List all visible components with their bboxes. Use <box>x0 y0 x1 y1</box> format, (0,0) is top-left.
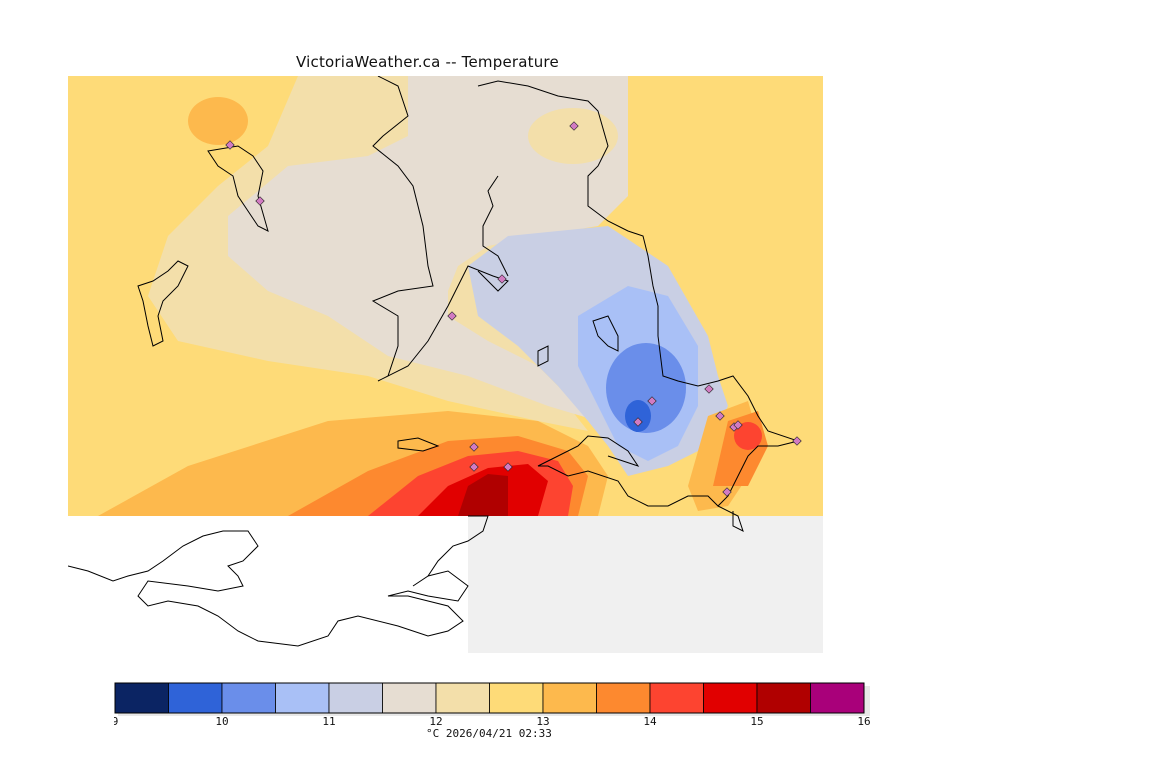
contour-11-5 <box>228 76 628 421</box>
contour-15 <box>458 474 508 516</box>
legend-tick-label: 11 <box>322 715 335 728</box>
coastlines <box>68 76 800 647</box>
legend-bin <box>542 682 597 714</box>
station-marker <box>225 140 235 150</box>
station-marker <box>722 487 732 497</box>
station-marker <box>469 462 479 472</box>
station-marker <box>503 462 513 472</box>
station-marker <box>497 274 507 284</box>
legend-tick-label: 10 <box>215 715 228 728</box>
legend-bin <box>756 682 811 714</box>
legend-bin <box>435 682 490 714</box>
legend-bin <box>649 682 704 714</box>
temperature-field <box>68 76 823 516</box>
legend-bin <box>489 682 544 714</box>
legend-tick-label: 12 <box>429 715 442 728</box>
station-marker <box>647 396 657 406</box>
legend-bin <box>168 682 223 714</box>
station-markers <box>225 121 802 497</box>
legend-tick-label: 16 <box>857 715 870 728</box>
legend-bin <box>596 682 651 714</box>
legend-bin <box>221 682 276 714</box>
station-marker <box>715 411 725 421</box>
map-title: VictoriaWeather.ca -- Temperature <box>296 53 559 71</box>
no-data-area <box>68 516 468 653</box>
legend-tick-label: 14 <box>643 715 657 728</box>
legend-tick-label: 9 <box>114 715 118 728</box>
station-marker <box>733 420 743 430</box>
station-marker <box>792 436 802 446</box>
legend-tick-label: 13 <box>536 715 549 728</box>
station-marker <box>633 417 643 427</box>
legend-bin <box>382 682 437 714</box>
color-legend: 9 10 11 12 13 14 15 16 <box>114 682 871 728</box>
units-timestamp: °C 2026/04/21 02:33 <box>426 727 552 740</box>
station-marker <box>569 121 579 131</box>
station-marker <box>469 442 479 452</box>
legend-bins <box>114 682 865 714</box>
legend-bin <box>703 682 758 714</box>
legend-bin <box>328 682 383 714</box>
station-marker <box>255 196 265 206</box>
temperature-map[interactable] <box>68 76 823 653</box>
legend-bin <box>275 682 330 714</box>
station-marker <box>447 311 457 321</box>
legend-tick-label: 15 <box>750 715 763 728</box>
legend-bin <box>810 682 865 714</box>
legend-ticks: 9 10 11 12 13 14 15 16 <box>114 715 871 728</box>
legend-bin <box>114 682 169 714</box>
station-marker <box>704 384 714 394</box>
